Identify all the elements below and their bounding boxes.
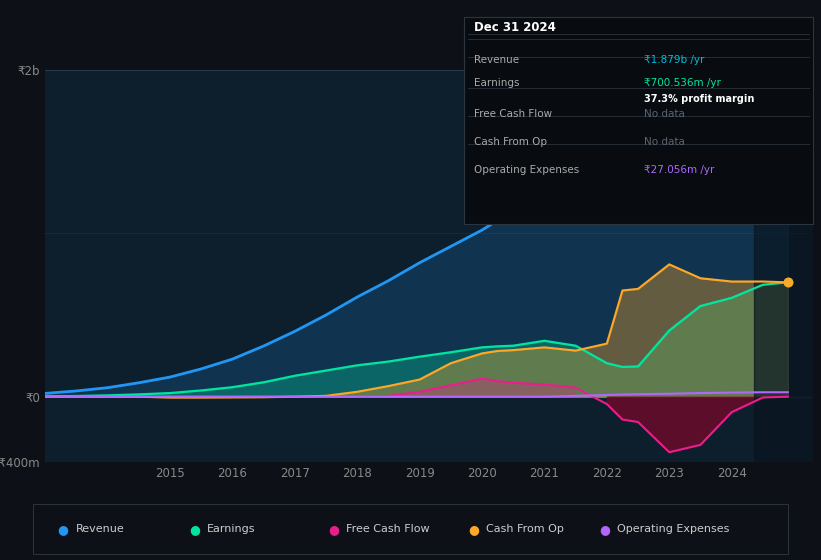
Text: ₹700.536m /yr: ₹700.536m /yr: [644, 78, 722, 88]
Text: Revenue: Revenue: [474, 55, 519, 65]
Text: No data: No data: [644, 137, 686, 147]
Text: Operating Expenses: Operating Expenses: [617, 524, 730, 534]
Text: Operating Expenses: Operating Expenses: [474, 165, 579, 175]
Text: ●: ●: [57, 522, 68, 536]
Text: No data: No data: [644, 109, 686, 119]
Text: Earnings: Earnings: [474, 78, 519, 88]
Text: ₹1.879b /yr: ₹1.879b /yr: [644, 55, 705, 65]
Bar: [754, 70, 813, 462]
Text: Cash From Op: Cash From Op: [486, 524, 564, 534]
Text: Free Cash Flow: Free Cash Flow: [474, 109, 552, 119]
Text: ₹27.056m /yr: ₹27.056m /yr: [644, 165, 715, 175]
Text: 37.3% profit margin: 37.3% profit margin: [644, 94, 754, 104]
Text: ●: ●: [468, 522, 479, 536]
Text: Cash From Op: Cash From Op: [474, 137, 547, 147]
Text: Revenue: Revenue: [76, 524, 124, 534]
Text: ●: ●: [328, 522, 339, 536]
Text: ●: ●: [599, 522, 610, 536]
Text: Earnings: Earnings: [207, 524, 255, 534]
Text: Free Cash Flow: Free Cash Flow: [346, 524, 430, 534]
Text: Dec 31 2024: Dec 31 2024: [474, 21, 556, 34]
Text: ●: ●: [189, 522, 200, 536]
